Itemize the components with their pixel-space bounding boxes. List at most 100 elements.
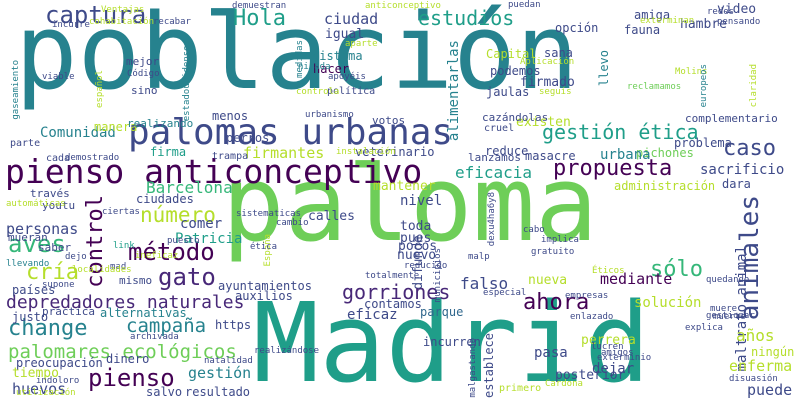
word-ningun: ningún (751, 345, 795, 359)
word-controla: controla (296, 87, 340, 97)
word-puedan: puedan (508, 0, 541, 10)
word-malp: malp (468, 252, 490, 262)
word-seguis: seguís (539, 87, 572, 97)
word-alimentarlas: alimentarlas (446, 40, 462, 142)
word-implica: implica (541, 235, 579, 245)
word-comer: comer (180, 216, 223, 232)
word-sacrificio: sacrificio (700, 162, 785, 178)
word-municipios: municipios (433, 248, 443, 303)
word-dejo: dejo (65, 252, 87, 262)
word-cruel: cruel (484, 123, 515, 134)
word-especial: especial (483, 288, 527, 298)
word-barcelona: Barcelona (146, 178, 233, 197)
word-https: https (215, 318, 252, 332)
word-dejar: dejar (592, 361, 635, 377)
word-indoloro: indoloro (36, 376, 80, 386)
word-masacre: masacre (525, 149, 576, 163)
word-capital: Capital (486, 47, 537, 61)
word-cazandolas: cazándolas (482, 111, 549, 124)
word-urbanismo: urbanismo (305, 110, 354, 120)
word-auxilios: auxilios (235, 289, 293, 303)
word-gaseamiento: gaseamiento (11, 60, 21, 120)
word-cada: cada (46, 153, 71, 164)
word-hacer: hacer (313, 62, 350, 76)
word-salvo: salvo (146, 385, 183, 399)
word-madrid: Madrid (253, 279, 651, 400)
word-propuesta: propuesta (553, 156, 673, 181)
word-numero: número (140, 203, 216, 227)
word-demostrado: demostrado (65, 153, 120, 163)
word-nivel: nivel (400, 193, 443, 209)
word-paloma: paloma (222, 143, 598, 265)
word-pichones: pichones (636, 146, 694, 160)
word-cria: cría (26, 260, 79, 285)
word-pienso-anticonceptivo: pienso anticonceptivo (5, 152, 423, 191)
word-estadounidenses: estadounidenses (182, 40, 192, 122)
word-veterinario: veterinario (355, 145, 435, 159)
word-huevos: huevos (12, 380, 67, 398)
word-tiempo: tiempo (12, 366, 59, 381)
word-hola: Hola (233, 6, 286, 31)
word-mismo: mismo (119, 274, 153, 287)
word-traves: través (30, 187, 70, 200)
word-exterminio: exterminio (597, 353, 652, 363)
word-palomares-ecologicos: palomares ecológicos (8, 341, 237, 363)
word-demuestran: demuestran (232, 1, 287, 11)
word-cambio: cambio (276, 218, 309, 228)
word-muere: muere (710, 304, 738, 314)
word-toda: toda (400, 219, 432, 234)
word-sistema: sistema (312, 49, 363, 63)
word-perrera: perrera (581, 333, 636, 348)
word-eticos: Éticos (592, 266, 625, 276)
word-problema: problema (674, 136, 732, 150)
word-gratuito: gratuito (531, 247, 575, 257)
word-aparte: aparte (345, 39, 378, 49)
word-mueran: mueran (8, 231, 48, 244)
word-preocupacion: preocupación (16, 356, 103, 370)
word-captura: captura (45, 1, 147, 29)
word-cabo: cabo (523, 225, 545, 235)
word-reducido: reducido (404, 261, 448, 271)
word-pocos: pocos (398, 239, 438, 254)
word-instalacion: instalación (336, 147, 396, 157)
word-europeos: europeos (699, 64, 709, 108)
word-anticonceptivo: anticonceptivo (365, 1, 441, 11)
word-localidades: localidades (72, 265, 132, 275)
word-firma: firma (150, 145, 187, 159)
word-video: video (717, 2, 757, 17)
word-ciudades: ciudades (136, 192, 194, 206)
word-youtu: youtu (42, 199, 76, 212)
word-ventajas: Ventajas (101, 5, 145, 15)
word-aves: aves (8, 230, 66, 258)
word-amiga: amiga (634, 8, 671, 22)
word-eficacia: eficacia (455, 163, 533, 182)
word-posterior: posterior (555, 368, 626, 383)
word-fauna: fauna (624, 23, 661, 37)
word-eficaz: eficaz (347, 307, 398, 323)
word-contamos: contamos (364, 297, 422, 311)
word-mediante: mediante (600, 270, 673, 288)
word-espanol: español (95, 70, 105, 108)
word-reduce: reduce (485, 144, 529, 158)
word-pensando: pensando (717, 17, 761, 27)
word-solucion: solución (634, 295, 702, 311)
word-llevo: llevo (597, 50, 611, 87)
word-personas: personas (6, 220, 79, 238)
word-pienso: pienso (88, 364, 175, 392)
word-reclamamos: reclamamos (627, 82, 682, 92)
word-poblacion: población (15, 0, 579, 113)
word-puede: puede (747, 381, 793, 399)
word-cardona: Cardona (545, 379, 583, 389)
word-nueva: nueva (528, 273, 568, 288)
word-puesto: puesto (167, 236, 200, 246)
word-disuasion: disuasión (729, 374, 778, 384)
word-existen: existen (516, 115, 571, 130)
word-amigos: amigos (601, 348, 634, 358)
word-menos: menos (212, 109, 249, 123)
word-totalmente: totalmente (365, 271, 420, 281)
word-enlazado: enlazado (570, 312, 614, 322)
word-solo: sólo (650, 257, 703, 282)
word-redes: redes (707, 7, 735, 17)
word-estudios: estudios (418, 6, 515, 30)
word-podemos: podemos (490, 64, 541, 78)
